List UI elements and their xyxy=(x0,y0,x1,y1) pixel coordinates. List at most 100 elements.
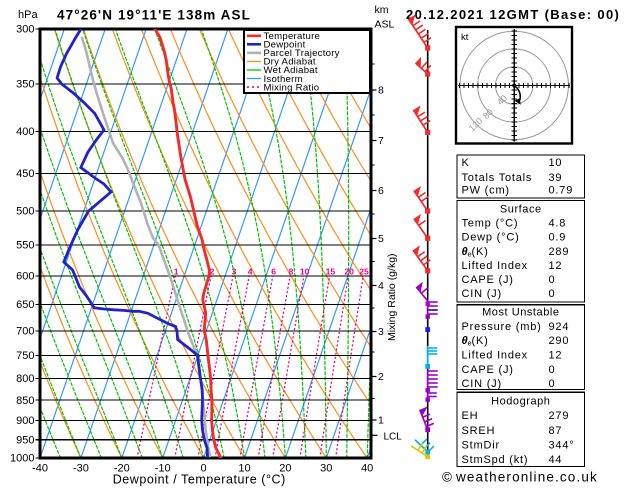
svg-text:279: 279 xyxy=(549,410,570,422)
svg-text:weatheronline.co.uk: weatheronline.co.uk xyxy=(455,470,598,485)
svg-text:39: 39 xyxy=(549,172,563,184)
svg-text:900: 900 xyxy=(16,415,34,427)
svg-text:30: 30 xyxy=(320,463,332,475)
svg-text:4.8: 4.8 xyxy=(549,218,567,230)
svg-text:SREH: SREH xyxy=(462,425,496,437)
svg-text:650: 650 xyxy=(16,299,34,311)
svg-text:kt: kt xyxy=(461,32,469,43)
svg-text:750: 750 xyxy=(16,350,34,362)
svg-text:2: 2 xyxy=(210,266,215,276)
svg-text:10: 10 xyxy=(549,157,563,169)
svg-text:47°26'N 19°11'E 138m ASL: 47°26'N 19°11'E 138m ASL xyxy=(57,7,251,22)
svg-text:Mixing Ratio: Mixing Ratio xyxy=(264,82,320,93)
svg-text:4: 4 xyxy=(248,266,253,276)
svg-text:6: 6 xyxy=(271,266,276,276)
svg-text:8: 8 xyxy=(378,85,384,97)
svg-text:CAPE (J): CAPE (J) xyxy=(462,364,514,376)
svg-text:Dewpoint / Temperature (°C): Dewpoint / Temperature (°C) xyxy=(113,473,286,487)
svg-text:1: 1 xyxy=(378,415,384,427)
svg-text:700: 700 xyxy=(16,326,34,338)
svg-text:1: 1 xyxy=(174,266,179,276)
svg-text:PW (cm): PW (cm) xyxy=(462,184,510,196)
svg-text:Dewp (°C): Dewp (°C) xyxy=(462,232,520,244)
svg-text:km: km xyxy=(375,4,389,16)
svg-text:12: 12 xyxy=(549,260,563,272)
svg-text:15: 15 xyxy=(326,266,336,276)
svg-text:924: 924 xyxy=(549,321,570,333)
svg-text:Hodograph: Hodograph xyxy=(491,396,550,408)
svg-text:StmSpd (kt): StmSpd (kt) xyxy=(462,454,529,466)
svg-text:5: 5 xyxy=(378,233,384,245)
svg-text:Parcel Trajectory: Parcel Trajectory xyxy=(264,48,340,59)
svg-text:10: 10 xyxy=(300,266,310,276)
svg-text:e: e xyxy=(468,339,472,348)
svg-text:344°: 344° xyxy=(549,439,575,451)
svg-text:40: 40 xyxy=(361,463,373,475)
svg-text:θ: θ xyxy=(462,335,468,347)
svg-text:87: 87 xyxy=(549,425,563,437)
svg-text:Surface: Surface xyxy=(500,204,542,216)
svg-text:0: 0 xyxy=(549,288,556,300)
svg-text:Temp (°C): Temp (°C) xyxy=(462,218,519,230)
svg-text:-30: -30 xyxy=(73,463,89,475)
svg-text:850: 850 xyxy=(16,395,34,407)
svg-text:(K): (K) xyxy=(472,246,489,258)
svg-text:-20: -20 xyxy=(114,463,130,475)
svg-text:289: 289 xyxy=(549,246,570,258)
svg-text:0: 0 xyxy=(549,274,556,286)
svg-text:350: 350 xyxy=(16,79,34,91)
svg-text:K: K xyxy=(462,157,470,169)
svg-text:8: 8 xyxy=(289,266,294,276)
svg-text:6: 6 xyxy=(378,185,384,197)
svg-text:Temperature: Temperature xyxy=(264,31,321,42)
svg-text:Isotherm: Isotherm xyxy=(264,74,303,85)
svg-text:StmDir: StmDir xyxy=(462,439,500,451)
svg-text:0.79: 0.79 xyxy=(549,184,574,196)
svg-text:Wet Adiabat: Wet Adiabat xyxy=(264,65,318,76)
svg-text:Totals Totals: Totals Totals xyxy=(462,172,533,184)
svg-text:20: 20 xyxy=(279,463,291,475)
svg-text:(K): (K) xyxy=(472,335,489,347)
svg-text:25: 25 xyxy=(359,266,369,276)
svg-text:©: © xyxy=(442,470,452,485)
svg-text:θ: θ xyxy=(462,246,468,258)
svg-text:0.9: 0.9 xyxy=(549,232,567,244)
svg-text:300: 300 xyxy=(16,24,34,36)
svg-text:4: 4 xyxy=(378,280,384,292)
svg-text:600: 600 xyxy=(16,271,34,283)
svg-text:CAPE (J): CAPE (J) xyxy=(462,274,514,286)
svg-text:12: 12 xyxy=(549,350,563,362)
svg-text:290: 290 xyxy=(549,335,570,347)
svg-text:500: 500 xyxy=(16,206,34,218)
svg-text:LCL: LCL xyxy=(384,432,403,443)
svg-text:Dry Adiabat: Dry Adiabat xyxy=(264,57,316,68)
svg-text:Mixing Ratio (g/kg): Mixing Ratio (g/kg) xyxy=(386,253,398,341)
svg-text:7: 7 xyxy=(378,135,384,147)
svg-text:3: 3 xyxy=(378,326,384,338)
svg-text:950: 950 xyxy=(16,434,34,446)
svg-text:800: 800 xyxy=(16,373,34,385)
svg-text:hPa: hPa xyxy=(18,9,38,21)
svg-text:Pressure (mb): Pressure (mb) xyxy=(462,321,542,333)
svg-text:ASL: ASL xyxy=(375,19,395,31)
svg-text:CIN (J): CIN (J) xyxy=(462,288,502,300)
svg-text:3: 3 xyxy=(232,266,237,276)
svg-text:CIN (J): CIN (J) xyxy=(462,378,502,390)
svg-text:450: 450 xyxy=(16,168,34,180)
svg-text:0: 0 xyxy=(549,378,556,390)
svg-text:Dewpoint: Dewpoint xyxy=(264,40,306,51)
svg-text:400: 400 xyxy=(16,126,34,138)
svg-text:-10: -10 xyxy=(155,463,171,475)
svg-text:-40: -40 xyxy=(32,463,48,475)
svg-text:Lifted Index: Lifted Index xyxy=(462,350,528,362)
svg-text:EH: EH xyxy=(462,410,479,422)
svg-text:1000: 1000 xyxy=(10,453,34,465)
svg-text:44: 44 xyxy=(549,454,563,466)
svg-text:2: 2 xyxy=(378,371,384,383)
svg-text:Lifted Index: Lifted Index xyxy=(462,260,528,272)
svg-text:20.12.2021 12GMT (Base: 00): 20.12.2021 12GMT (Base: 00) xyxy=(406,7,620,22)
svg-text:10: 10 xyxy=(238,463,250,475)
svg-text:Most Unstable: Most Unstable xyxy=(482,307,559,319)
svg-text:20: 20 xyxy=(344,266,354,276)
svg-text:0: 0 xyxy=(549,364,556,376)
